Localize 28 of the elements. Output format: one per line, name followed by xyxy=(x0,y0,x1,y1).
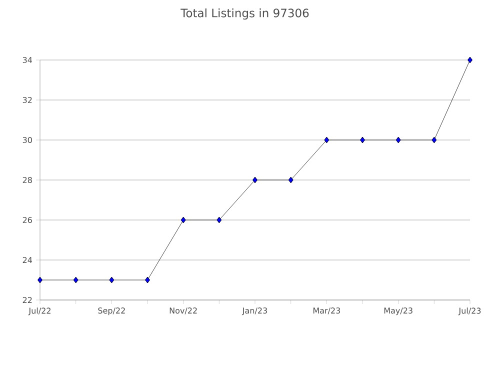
x-tick-label: Mar/23 xyxy=(313,308,340,314)
y-tick-label: 30 xyxy=(22,136,32,144)
y-tick-label: 26 xyxy=(22,216,32,224)
point xyxy=(109,276,114,284)
y-tick-label: 34 xyxy=(22,56,32,64)
point xyxy=(38,276,42,284)
point xyxy=(324,136,330,144)
point xyxy=(468,56,472,64)
y-tick-label: 28 xyxy=(22,176,32,184)
x-tick-label: Nov/22 xyxy=(170,308,197,314)
point xyxy=(180,216,186,224)
y-tick-label: 24 xyxy=(22,257,32,263)
x-tick-label: Jul/23 xyxy=(458,308,481,316)
x-tick-label: May/23 xyxy=(384,308,412,316)
y-tick-label: 22 xyxy=(22,297,32,303)
x-tick-label: Jul/22 xyxy=(28,308,50,316)
y-tick-label: 32 xyxy=(22,96,32,104)
point xyxy=(216,216,222,224)
point xyxy=(432,136,437,144)
point xyxy=(288,176,294,184)
x-tick-label: Jan/23 xyxy=(242,308,267,316)
point xyxy=(396,136,401,144)
point xyxy=(252,176,258,184)
point xyxy=(360,136,365,144)
x-tick-label: Sep/22 xyxy=(98,308,125,316)
point xyxy=(145,276,150,284)
point xyxy=(73,276,78,284)
chart-title: Total Listings in 97306 xyxy=(180,8,309,20)
